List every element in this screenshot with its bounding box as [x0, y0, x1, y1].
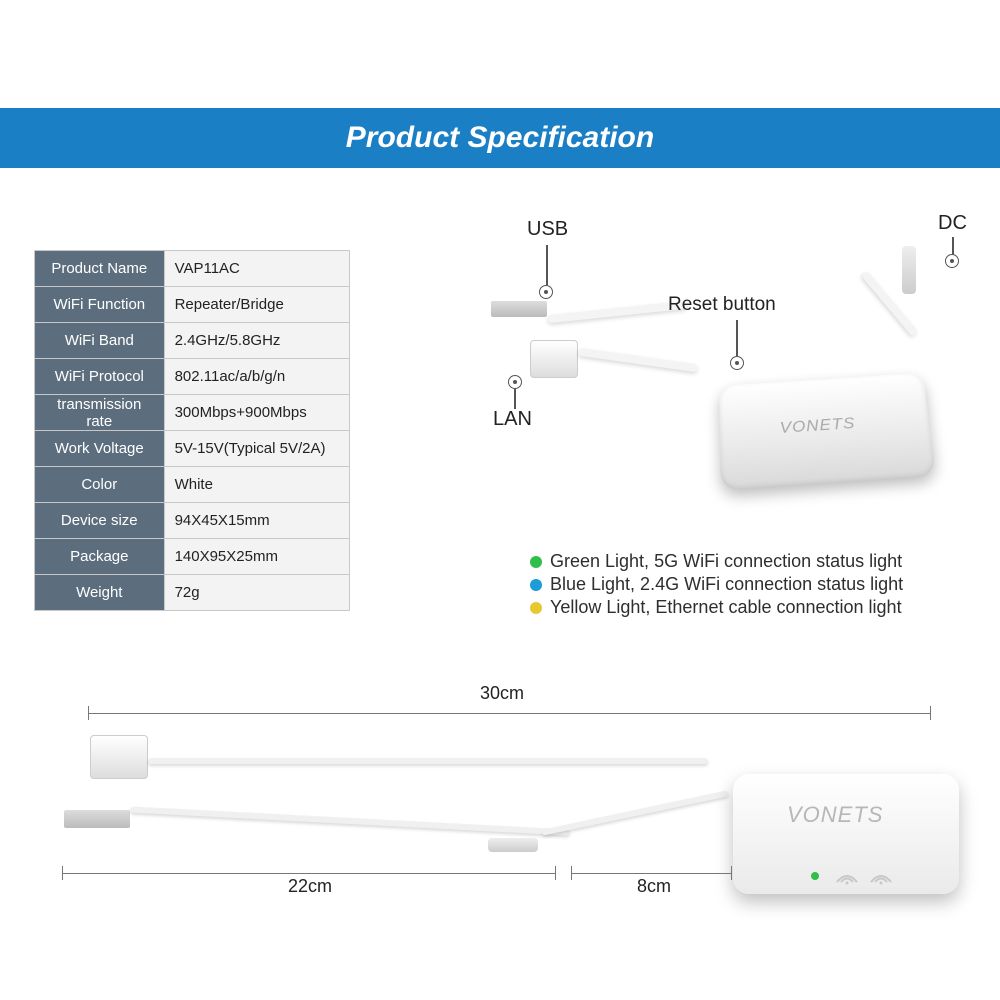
dc-connector-icon: [488, 838, 538, 852]
legend-item: Blue Light, 2.4G WiFi connection status …: [530, 574, 903, 595]
spec-key: Package: [35, 539, 165, 575]
table-row: WiFi FunctionRepeater/Bridge: [35, 287, 350, 323]
wifi-icon: [867, 866, 895, 886]
spec-key: Device size: [35, 503, 165, 539]
callout-dot-icon: [508, 375, 522, 389]
cable-icon: [541, 790, 728, 835]
spec-key: WiFi Band: [35, 323, 165, 359]
callout-dc: DC: [938, 212, 967, 235]
spec-value: VAP11AC: [164, 251, 349, 287]
led-green-icon: [811, 872, 819, 880]
spec-value: 802.11ac/a/b/g/n: [164, 359, 349, 395]
usb-connector-icon: [491, 301, 547, 317]
dimension-full: 30cm: [480, 683, 524, 704]
leader-line: [546, 245, 548, 285]
spec-key: Color: [35, 467, 165, 503]
legend-dot-icon: [530, 602, 542, 614]
header-band: Product Specification: [0, 108, 1000, 168]
dimension-cables: 22cm: [288, 876, 332, 897]
legend-dot-icon: [530, 556, 542, 568]
dimension-line: [571, 873, 732, 874]
table-row: Work Voltage5V-15V(Typical 5V/2A): [35, 431, 350, 467]
dimension-tick: [571, 866, 572, 880]
spec-value: Repeater/Bridge: [164, 287, 349, 323]
spec-key: WiFi Protocol: [35, 359, 165, 395]
spec-key: Product Name: [35, 251, 165, 287]
lan-connector-icon: [530, 340, 578, 378]
dimension-line: [62, 873, 556, 874]
dimension-tick: [555, 866, 556, 880]
spec-value: White: [164, 467, 349, 503]
wifi-icon: [833, 866, 861, 886]
device-illustration: [719, 373, 936, 491]
callout-lan: LAN: [493, 408, 532, 431]
lan-connector-icon: [90, 735, 148, 779]
legend-item: Yellow Light, Ethernet cable connection …: [530, 597, 903, 618]
dimension-tick: [62, 866, 63, 880]
spec-key: Weight: [35, 575, 165, 611]
callout-dot-icon: [539, 285, 553, 299]
spec-key: transmission rate: [35, 395, 165, 431]
table-row: transmission rate300Mbps+900Mbps: [35, 395, 350, 431]
dimension-tick: [930, 706, 931, 720]
cable-icon: [148, 758, 708, 764]
spec-value: 2.4GHz/5.8GHz: [164, 323, 349, 359]
leader-line: [952, 237, 954, 255]
spec-table: Product NameVAP11AC WiFi FunctionRepeate…: [34, 250, 350, 611]
legend-dot-icon: [530, 579, 542, 591]
spec-value: 72g: [164, 575, 349, 611]
callout-dot-icon: [730, 356, 744, 370]
cable-icon: [547, 301, 687, 324]
table-row: Device size94X45X15mm: [35, 503, 350, 539]
table-row: Package140X95X25mm: [35, 539, 350, 575]
spec-value: 140X95X25mm: [164, 539, 349, 575]
spec-value: 94X45X15mm: [164, 503, 349, 539]
callout-reset: Reset button: [668, 294, 776, 316]
dc-connector-icon: [902, 246, 916, 294]
table-row: WiFi Protocol802.11ac/a/b/g/n: [35, 359, 350, 395]
cable-icon: [130, 806, 570, 835]
leader-line: [514, 389, 516, 409]
legend-text: Yellow Light, Ethernet cable connection …: [550, 597, 902, 618]
cable-icon: [578, 348, 698, 373]
dimension-line: [88, 713, 931, 714]
table-row: Weight72g: [35, 575, 350, 611]
legend-item: Green Light, 5G WiFi connection status l…: [530, 551, 903, 572]
page-title: Product Specification: [346, 121, 654, 155]
usb-connector-icon: [64, 810, 130, 828]
legend-text: Green Light, 5G WiFi connection status l…: [550, 551, 902, 572]
leader-line: [736, 320, 738, 356]
dimension-tick: [731, 866, 732, 880]
callout-dot-icon: [945, 254, 959, 268]
table-row: Product NameVAP11AC: [35, 251, 350, 287]
legend-text: Blue Light, 2.4G WiFi connection status …: [550, 574, 903, 595]
table-row: WiFi Band2.4GHz/5.8GHz: [35, 323, 350, 359]
callout-usb: USB: [527, 218, 568, 241]
spec-value: 300Mbps+900Mbps: [164, 395, 349, 431]
dimension-device: 8cm: [637, 876, 671, 897]
spec-key: Work Voltage: [35, 431, 165, 467]
spec-value: 5V-15V(Typical 5V/2A): [164, 431, 349, 467]
table-row: ColorWhite: [35, 467, 350, 503]
spec-key: WiFi Function: [35, 287, 165, 323]
light-legend: Green Light, 5G WiFi connection status l…: [530, 551, 903, 620]
dimension-tick: [88, 706, 89, 720]
device-illustration: [733, 774, 959, 894]
